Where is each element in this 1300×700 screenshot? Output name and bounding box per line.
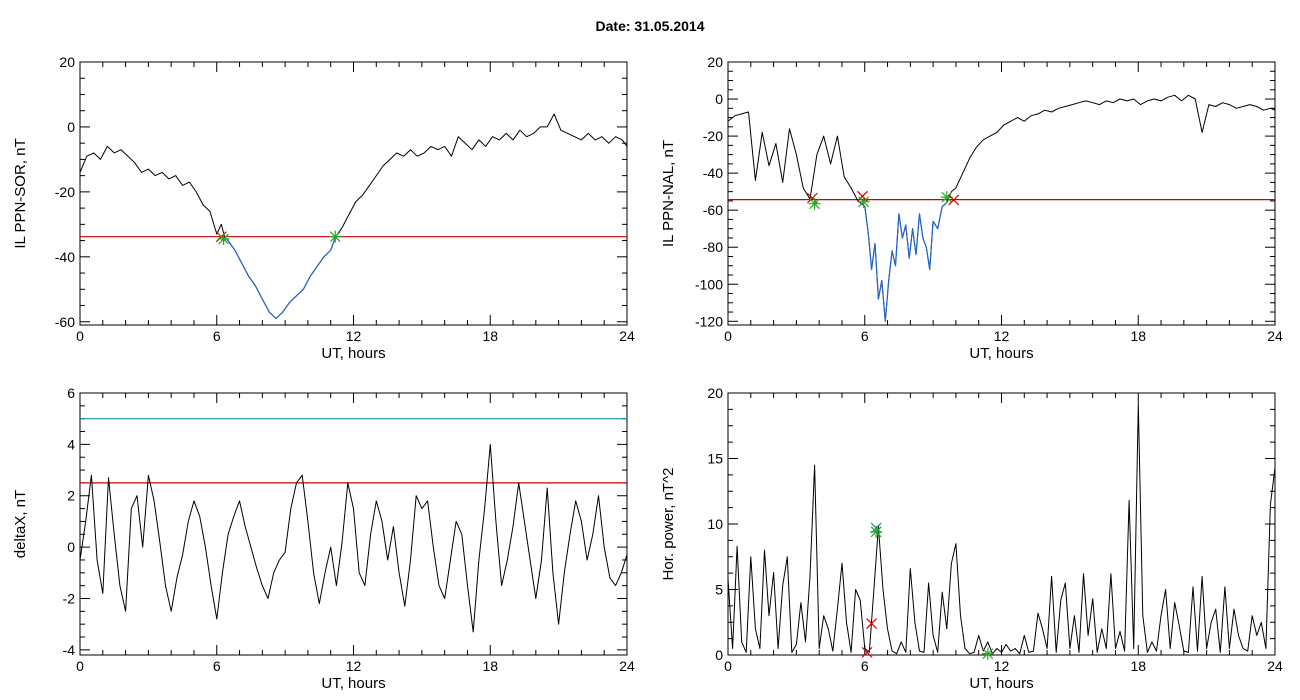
y-tick-label: 6 [67,385,75,401]
y-tick-label: -80 [703,239,723,255]
star-marker [808,197,821,210]
y-tick-label: -60 [55,314,75,330]
x-axis-label: UT, hours [969,345,1033,362]
y-tick-label: -40 [703,165,723,181]
star-marker [870,525,883,538]
star-marker [857,195,870,208]
chart-sor: 0 6 12 18 24 -60 -40 -20 0 20 UT, hours IL PPN-SOR,… [12,54,635,362]
plot-area [80,418,627,633]
x-tick-label: 24 [1267,328,1283,344]
y-tick-label: -40 [55,249,75,265]
y-tick-label: -100 [695,276,723,292]
marker-stroke [857,190,868,202]
chart-nal: 0 6 12 18 24 -120 -100 -80 -60 -40 -20 0 20 UT, hours… [660,54,1283,362]
star-marker [217,232,230,245]
y-tick-label: 20 [707,54,723,70]
y-tick-label: 5 [715,582,723,598]
y-tick-label: -20 [703,128,723,144]
x-tick-label: 12 [346,328,362,344]
plot-area [80,113,627,320]
plot-frame [727,392,1276,656]
y-tick-label: 20 [59,54,75,70]
x-tick-label: 6 [213,658,221,674]
x-tick-label: 12 [346,658,362,674]
x-tick-label: 12 [994,328,1010,344]
y-axis-label: IL PPN-SOR, nT [12,138,29,248]
plot-frame [79,61,628,326]
data-series-line [80,113,627,319]
y-tick-label: 10 [707,516,723,532]
y-tick-label: 20 [707,385,723,401]
x-tick-label: 12 [994,658,1010,674]
x-tick-label: 0 [724,328,732,344]
cross-marker [948,194,960,206]
plot-frame [79,392,628,656]
y-tick-label: 0 [67,539,75,555]
x-tick-label: 18 [1130,328,1146,344]
marker-stroke [861,646,873,658]
y-axis-label: IL PPN-NAL, nT [660,140,677,247]
y-tick-label: -20 [55,184,75,200]
y-tick-label: 0 [715,91,723,107]
cross-marker [866,618,878,629]
highlighted-interval-line [224,236,336,320]
star-marker [981,647,994,660]
marker-stroke [806,192,818,204]
marker-stroke [866,618,878,629]
data-series-line [728,403,1275,655]
y-tick-label: -60 [703,202,723,218]
x-tick-label: 6 [861,328,869,344]
x-axis-label: UT, hours [969,675,1033,692]
x-tick-label: 0 [76,658,84,674]
cross-marker [806,192,818,204]
y-tick-label: -4 [63,642,76,658]
data-series-line [80,443,627,633]
y-tick-label: -120 [695,313,723,329]
x-tick-label: 24 [619,328,635,344]
y-tick-label: -2 [63,590,76,606]
x-tick-label: 24 [1267,658,1283,674]
y-tick-label: 4 [67,436,75,452]
y-tick-label: 0 [67,119,75,135]
chart-power: 0 6 12 18 24 0 5 10 15 20 UT, hours Hor. power, nT^… [660,385,1283,692]
y-tick-label: 2 [67,488,75,504]
x-tick-label: 6 [213,328,221,344]
x-tick-label: 6 [861,658,869,674]
highlighted-interval-line [864,202,948,322]
marker-stroke [948,194,960,206]
x-tick-label: 18 [482,658,498,674]
x-tick-label: 0 [724,658,732,674]
plot-area [728,403,1275,655]
y-axis-label: Hor. power, nT^2 [660,468,677,581]
y-tick-label: 15 [707,451,723,467]
x-axis-label: UT, hours [321,675,385,692]
data-series-line [728,94,1275,322]
y-tick-label: 0 [715,647,723,663]
x-tick-label: 24 [619,658,635,674]
x-tick-label: 0 [76,328,84,344]
x-tick-label: 18 [482,328,498,344]
star-marker [329,230,342,243]
x-axis-label: UT, hours [321,345,385,362]
cross-marker [861,646,873,658]
y-axis-label: deltaX, nT [12,490,29,558]
date-title: Date: 31.05.2014 [595,18,705,34]
plot-frame [727,61,1276,326]
x-tick-label: 18 [1130,658,1146,674]
